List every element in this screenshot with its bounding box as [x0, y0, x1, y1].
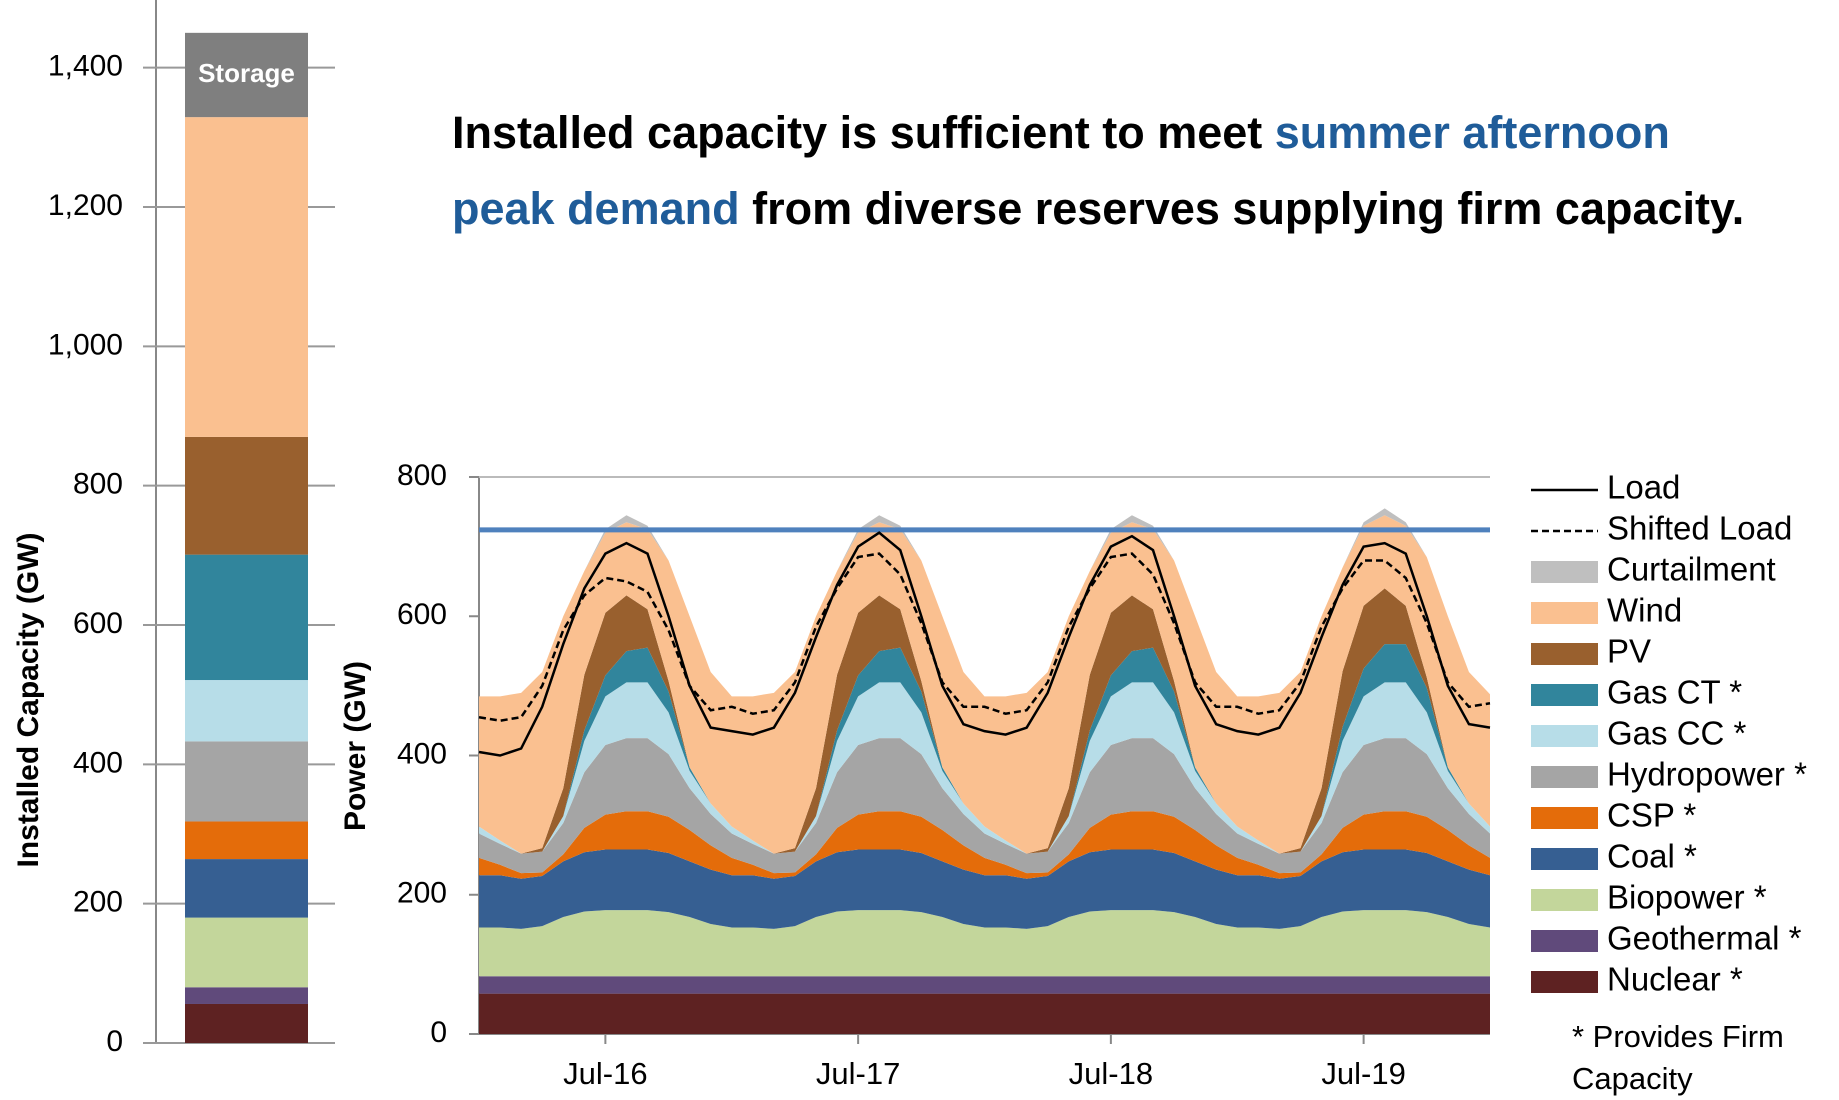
y-tick-label: 800 [397, 459, 447, 492]
y-tick-label: 400 [397, 737, 447, 770]
bar-segment [185, 741, 308, 822]
legend-label: Hydropower * [1607, 756, 1807, 793]
y-axis-label: Installed Capacity (GW) [12, 532, 45, 867]
legend-label: Biopower * [1607, 879, 1767, 916]
legend-label: PV [1607, 633, 1651, 670]
legend-swatch [1531, 889, 1598, 911]
headline: Installed capacity is sufficient to meet… [452, 95, 1752, 247]
y-tick-label: 0 [106, 1025, 123, 1058]
area [479, 588, 1490, 854]
bar-segment [185, 32, 308, 118]
y-tick-label: 400 [73, 746, 123, 779]
bar-segment [185, 1003, 308, 1043]
y-tick-label: 1,200 [48, 189, 123, 222]
y-tick-label: 1,400 [48, 50, 123, 83]
area [479, 993, 1490, 1034]
legend-swatch [1531, 684, 1598, 706]
area [479, 682, 1490, 854]
segment-label: Storage [198, 58, 295, 88]
x-tick-label: Jul-16 [563, 1056, 647, 1091]
legend-swatch [1531, 971, 1598, 993]
bar-segment [185, 821, 308, 860]
y-tick-label: 0 [430, 1016, 447, 1049]
area [479, 515, 1490, 854]
y-tick-label: 600 [73, 607, 123, 640]
legend-swatch [1531, 807, 1598, 829]
bar-segment [185, 987, 308, 1004]
y-tick-label: 1,000 [48, 328, 123, 361]
bar-segment [185, 680, 308, 742]
headline-text: from diverse reserves supplying firm cap… [739, 183, 1745, 234]
x-tick-label: Jul-18 [1069, 1056, 1153, 1091]
x-tick-label: Jul-19 [1321, 1056, 1405, 1091]
legend-label: CSP * [1607, 797, 1696, 834]
legend-swatch [1531, 848, 1598, 870]
legend-swatch [1531, 725, 1598, 747]
load-line [478, 531, 1491, 757]
y-tick-label: 200 [73, 886, 123, 919]
legend-swatch [1531, 643, 1598, 665]
legend-label: Coal * [1607, 838, 1697, 875]
headline-highlight: summer afternoon peak demand [452, 107, 1670, 234]
x-tick-label: Jul-17 [816, 1056, 900, 1091]
load-line [478, 552, 1491, 722]
area [479, 910, 1490, 977]
y-tick-label: 800 [73, 468, 123, 501]
footnote: * Provides Firm Capacity [1572, 1019, 1784, 1096]
area [479, 644, 1490, 854]
y-tick-label: 600 [397, 598, 447, 631]
bar-segment [185, 436, 308, 555]
bar-segment [185, 117, 308, 437]
legend-label: Nuclear * [1607, 961, 1743, 998]
area [479, 811, 1490, 879]
headline-text: Installed capacity is sufficient to meet [452, 107, 1275, 158]
legend-label: Shifted Load [1607, 510, 1792, 547]
bar-segment [185, 917, 308, 988]
legend-swatch [1531, 930, 1598, 952]
y-tick-label: 200 [397, 877, 447, 910]
legend-label: Wind [1607, 592, 1682, 629]
area [479, 849, 1490, 929]
area [479, 738, 1490, 874]
legend-swatch [1531, 561, 1598, 583]
bar-segment [185, 859, 308, 918]
y-axis-label: Power (GW) [339, 661, 372, 831]
legend-label: Geothermal * [1607, 920, 1802, 957]
legend-swatch [1531, 602, 1598, 624]
legend-label: Gas CT * [1607, 674, 1742, 711]
legend-label: Gas CC * [1607, 715, 1747, 752]
legend-label: Curtailment [1607, 551, 1776, 588]
legend-label: Load [1607, 469, 1680, 506]
bar-segment [185, 554, 308, 681]
legend-swatch [1531, 766, 1598, 788]
area [479, 976, 1490, 994]
